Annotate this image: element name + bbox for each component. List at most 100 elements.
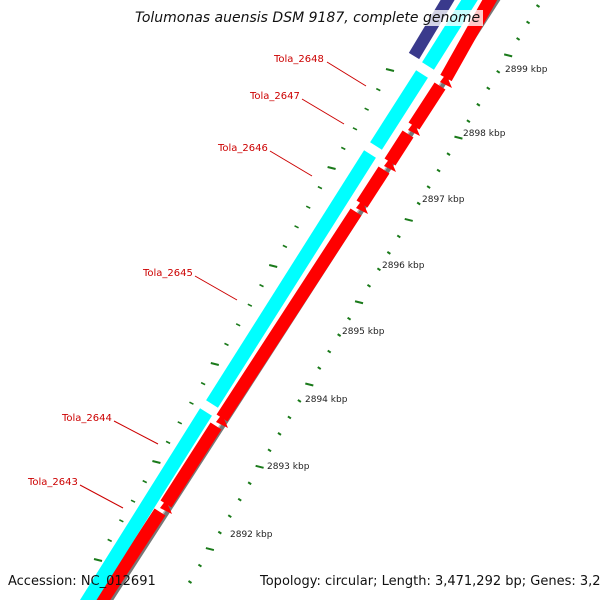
outer-tick-36 <box>535 4 541 8</box>
outer-tick-31 <box>486 86 491 91</box>
inner-tick-7 <box>165 440 171 445</box>
forward-cds-3 <box>370 70 428 150</box>
gene-label-Tola_2645: Tola_2645 <box>142 268 193 279</box>
outer-tick-26 <box>436 168 441 173</box>
outer-tick-1 <box>187 580 193 584</box>
gene-leader-Tola_2643 <box>79 484 124 509</box>
reverse-cds-7 <box>440 0 498 82</box>
outer-tick-34 <box>516 37 521 41</box>
inner-tick-17 <box>282 244 288 249</box>
kbp-label-2893: 2893 kbp <box>267 462 310 472</box>
outer-tick-11 <box>287 415 292 420</box>
outer-tick-10 <box>277 432 282 436</box>
inner-tick-18 <box>294 225 299 229</box>
inner-tick-23 <box>352 127 358 131</box>
inner-tick-8 <box>177 421 183 425</box>
inner-tick-4 <box>130 499 136 503</box>
inner-tick-20 <box>317 185 323 190</box>
kbp-label-2897: 2897 kbp <box>422 195 465 205</box>
outer-tick-28 <box>454 135 463 140</box>
inner-tick-19 <box>305 205 311 209</box>
outer-tick-27 <box>446 152 451 156</box>
gene-label-Tola_2647: Tola_2647 <box>249 91 300 102</box>
outer-tick-2 <box>197 563 202 568</box>
reverse-cds-3 <box>216 208 362 422</box>
reverse-cds-5 <box>384 130 414 166</box>
outer-tick-25 <box>426 185 431 189</box>
gene-leader-Tola_2645 <box>194 275 238 301</box>
reverse-cds-arrow-4 <box>356 200 368 214</box>
gene-leader-Tola_2644 <box>113 420 159 445</box>
gene-label-Tola_2648: Tola_2648 <box>273 54 324 65</box>
outer-tick-4 <box>217 530 222 535</box>
reverse-cds-arrow-3 <box>216 414 228 428</box>
gene-leader-Tola_2647 <box>301 98 345 125</box>
inner-tick-22 <box>340 146 346 151</box>
inner-tick-16 <box>268 264 278 268</box>
gene-label-Tola_2643: Tola_2643 <box>27 477 78 488</box>
reverse-cds-arrow-6 <box>408 122 420 136</box>
outer-tick-17 <box>347 316 352 321</box>
outer-tick-13 <box>305 382 314 387</box>
outer-tick-23 <box>404 217 413 222</box>
inner-tick-11 <box>210 362 220 366</box>
gene-label-Tola_2644: Tola_2644 <box>61 413 112 424</box>
genome-summary-text: Topology: circular; Length: 3,471,292 bp… <box>260 574 600 589</box>
gene-leader-Tola_2648 <box>326 61 367 87</box>
outer-tick-19 <box>366 283 372 288</box>
outer-tick-16 <box>337 333 342 337</box>
reverse-cds-arrow-7 <box>440 74 452 88</box>
kbp-label-2896: 2896 kbp <box>382 261 425 271</box>
outer-tick-24 <box>416 201 421 206</box>
gene-leader-Tola_2646 <box>269 150 313 177</box>
reverse-cds-arrow-5 <box>384 158 396 172</box>
outer-tick-35 <box>526 20 531 25</box>
outer-tick-12 <box>297 399 302 403</box>
reverse-cds-6 <box>408 82 446 130</box>
outer-tick-9 <box>267 448 272 453</box>
kbp-label-2895: 2895 kbp <box>342 327 385 337</box>
reverse-cds-1 <box>94 508 166 600</box>
inner-tick-21 <box>327 166 336 170</box>
kbp-label-2892: 2892 kbp <box>230 530 273 540</box>
inner-tick-26 <box>385 68 395 72</box>
inner-tick-1 <box>93 558 103 562</box>
gene-label-Tola_2646: Tola_2646 <box>217 143 268 154</box>
outer-tick-15 <box>327 349 332 354</box>
inner-tick-6 <box>152 460 161 464</box>
kbp-label-2899: 2899 kbp <box>505 65 548 75</box>
outer-tick-29 <box>466 119 471 124</box>
outer-tick-20 <box>376 267 381 272</box>
inner-tick-24 <box>364 107 369 111</box>
reverse-cds-4 <box>356 166 390 208</box>
other-feature <box>408 0 455 60</box>
outer-tick-8 <box>255 464 264 469</box>
outer-tick-6 <box>237 497 242 502</box>
map-title: Tolumonas auensis DSM 9187, complete gen… <box>132 10 484 26</box>
outer-tick-22 <box>396 234 401 239</box>
labels: 2899 kbp 2898 kbp 2897 kbp 2896 kbp 2895 kbp… <box>27 54 548 540</box>
inner-tick-25 <box>375 87 381 92</box>
outer-tick-14 <box>317 366 322 370</box>
kbp-label-2894: 2894 kbp <box>305 395 348 405</box>
outer-tick-18 <box>354 300 364 305</box>
outer-tick-30 <box>476 102 481 107</box>
inner-tick-5 <box>142 479 148 484</box>
forward-cds-1 <box>80 408 212 600</box>
inner-tick-14 <box>247 303 253 307</box>
outer-tick-7 <box>247 481 252 486</box>
outer-tick-33 <box>503 53 513 58</box>
forward-cds-4 <box>422 0 478 70</box>
outer-tick-3 <box>205 547 215 552</box>
outer-tick-5 <box>227 514 232 519</box>
reverse-cds-2 <box>160 422 222 508</box>
accession-text: Accession: NC_012691 <box>8 574 156 589</box>
inner-tick-2 <box>107 538 113 543</box>
inner-tick-15 <box>259 283 264 288</box>
outer-tick-21 <box>386 251 391 255</box>
kbp-label-2898: 2898 kbp <box>463 129 506 139</box>
inner-tick-13 <box>235 323 241 327</box>
inner-tick-3 <box>119 519 124 523</box>
outer-tick-32 <box>496 69 501 74</box>
